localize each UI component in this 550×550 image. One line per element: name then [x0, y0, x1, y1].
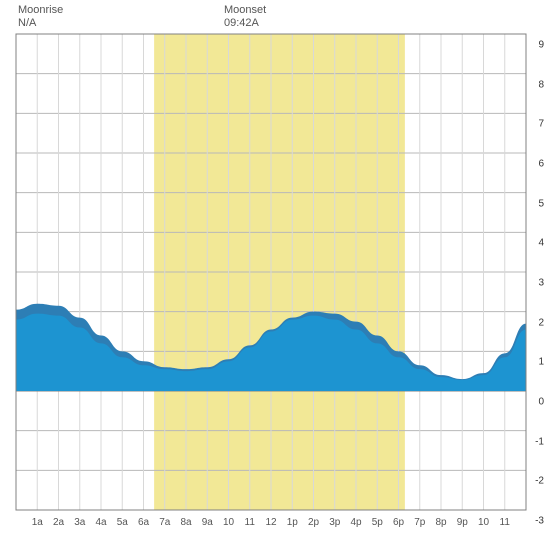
x-tick-label: 3a	[74, 517, 85, 528]
x-tick-label: 4p	[350, 517, 361, 528]
tide-chart: Moonrise N/A Moonset 09:42A 1a 2a 3a 4a 5a 6a…	[0, 0, 550, 550]
x-tick-label: 9a	[202, 517, 213, 528]
y-tick-label: 0	[538, 397, 544, 408]
x-tick-label: 10	[478, 517, 489, 528]
y-tick-label: 2	[538, 317, 544, 328]
x-tick-label: 7a	[159, 517, 170, 528]
x-tick-label: 8a	[180, 517, 191, 528]
x-tick-label: 6a	[138, 517, 149, 528]
x-tick-label: 6p	[393, 517, 404, 528]
x-tick-label: 8p	[435, 517, 446, 528]
moonrise-value: N/A	[18, 17, 63, 30]
x-tick-label: 11	[245, 517, 255, 528]
moonrise-label: Moonrise	[18, 4, 63, 17]
moonset-block: Moonset 09:42A	[224, 4, 266, 29]
y-tick-label: 4	[538, 238, 544, 249]
y-tick-label: 3	[538, 278, 544, 289]
y-tick-label: -1	[535, 436, 544, 447]
y-tick-label: -3	[535, 516, 544, 527]
x-tick-label: 7p	[414, 517, 425, 528]
y-tick-label: 1	[538, 357, 544, 368]
y-tick-label: 8	[538, 79, 544, 90]
y-tick-label: 9	[538, 40, 544, 51]
x-tick-label: 4a	[95, 517, 106, 528]
y-tick-label: 7	[538, 119, 544, 130]
x-tick-label: 3p	[329, 517, 340, 528]
x-tick-label: 10	[223, 517, 234, 528]
y-tick-label: -2	[535, 476, 544, 487]
x-tick-label: 2p	[308, 517, 319, 528]
y-tick-label: 6	[538, 159, 544, 170]
moonrise-block: Moonrise N/A	[18, 4, 63, 29]
x-tick-label: 1a	[32, 517, 43, 528]
moonset-value: 09:42A	[224, 17, 266, 30]
y-tick-label: 5	[538, 198, 544, 209]
x-tick-label: 1p	[287, 517, 298, 528]
x-tick-label: 12	[265, 517, 276, 528]
moonset-label: Moonset	[224, 4, 266, 17]
plot-area	[0, 0, 550, 550]
x-tick-label: 5a	[117, 517, 128, 528]
x-tick-label: 2a	[53, 517, 64, 528]
x-tick-label: 11	[500, 517, 510, 528]
x-tick-label: 9p	[457, 517, 468, 528]
x-tick-label: 5p	[372, 517, 383, 528]
